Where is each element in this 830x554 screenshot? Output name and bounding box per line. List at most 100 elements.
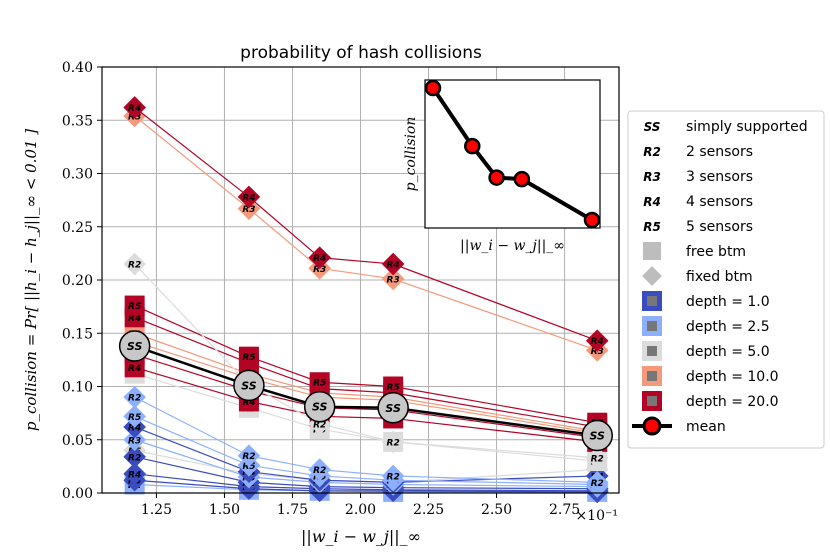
legend-entry-label: mean xyxy=(686,419,726,435)
series-layer: R2R2R2R2R2R3R3R3R3R3R4R4R4R4R4R5R5R5R5R5… xyxy=(118,96,613,504)
y-tick-label: 0.05 xyxy=(62,433,93,449)
y-tick-label: 0.20 xyxy=(62,273,93,289)
legend-depth-inner xyxy=(647,371,657,381)
sensor-label: R2 xyxy=(387,438,400,448)
sensor-label: R4 xyxy=(128,104,141,114)
mean-marker xyxy=(581,419,613,452)
sensor-label: R5 xyxy=(313,379,326,389)
mean-marker xyxy=(118,330,151,362)
sensor-label: R5 xyxy=(128,302,141,312)
sensor-label: R4 xyxy=(313,254,326,264)
sensor-label: R5 xyxy=(128,413,141,423)
x-axis-label: ||w_i − w_j||_∞ xyxy=(301,527,421,546)
inset-y-label: p_collision xyxy=(403,117,419,192)
inset-chart: ||w_i − w_j||_∞ p_collision xyxy=(403,79,601,254)
legend-entry-label: depth = 20.0 xyxy=(686,394,779,410)
free-btm-marker xyxy=(309,372,330,393)
sensor-label: R5 xyxy=(387,383,400,393)
legend-entry-label: 4 sensors xyxy=(686,194,753,210)
y-tick-label: 0.10 xyxy=(62,380,93,396)
inset-marker xyxy=(464,137,481,155)
inset-marker xyxy=(513,170,531,188)
sensor-label: R2 xyxy=(313,466,326,476)
sensor-label: R2 xyxy=(128,453,141,463)
sensor-label: R4 xyxy=(387,261,400,271)
sensor-label: R3 xyxy=(387,275,400,285)
legend-entry-label: 2 sensors xyxy=(686,144,753,160)
legend: SS simply supported R2 2 sensors R3 3 sensors… xyxy=(627,110,825,449)
legend-entry-label: 5 sensors xyxy=(686,219,753,235)
y-tick-label: 0.30 xyxy=(62,167,93,183)
sensor-label: R2 xyxy=(128,394,141,404)
sensor-label: R2 xyxy=(313,420,326,430)
legend-text-marker: R3 xyxy=(643,170,661,184)
x-tick-label: 1.75 xyxy=(277,502,308,518)
sensor-label: R4 xyxy=(128,364,141,374)
series-line xyxy=(134,332,598,432)
legend-entry-label: 3 sensors xyxy=(686,169,753,185)
fixed-btm-marker xyxy=(381,430,405,454)
series-line xyxy=(134,366,598,443)
mean-ss-label: SS xyxy=(312,401,328,414)
inset-frame xyxy=(424,79,601,229)
sensor-label: R3 xyxy=(242,205,255,215)
legend-square-marker xyxy=(643,242,661,260)
legend-entry-label: depth = 10.0 xyxy=(686,369,779,385)
sensor-label: R4 xyxy=(242,193,255,203)
y-axis-label: p_collision = Pr[ ||h_i − h_j||_∞ < 0.01… xyxy=(22,129,40,431)
mean-ss-label: SS xyxy=(241,379,257,392)
y-tick-label: 0.00 xyxy=(62,486,93,502)
mean-marker xyxy=(377,392,409,424)
legend-diamond-marker xyxy=(642,266,662,286)
legend-depth-inner xyxy=(647,346,657,356)
y-tick-label: 0.35 xyxy=(62,113,93,129)
sensor-label: R4 xyxy=(128,423,141,433)
inset-marker xyxy=(488,169,505,186)
fixed-btm-marker xyxy=(381,252,405,276)
legend-entry-label: free btm xyxy=(686,244,746,260)
x-tick-label: 1.25 xyxy=(141,502,172,518)
legend-text-marker: R5 xyxy=(643,220,661,234)
sensor-label: R4 xyxy=(128,470,141,480)
free-btm-marker xyxy=(383,376,404,397)
fixed-btm-marker xyxy=(308,246,331,269)
fixed-btm-marker xyxy=(308,458,331,481)
legend-entry-label: simply supported xyxy=(686,119,808,135)
sensor-label: R3 xyxy=(128,436,141,446)
inset-marker xyxy=(583,211,601,229)
sensor-label: R2 xyxy=(387,472,400,482)
mean-ss-label: SS xyxy=(385,402,401,415)
legend-entry-label: depth = 2.5 xyxy=(686,319,770,335)
chart-title: probability of hash collisions xyxy=(240,43,482,63)
legend-depth-inner xyxy=(647,321,657,331)
mean-ss-label: SS xyxy=(127,340,143,353)
sensor-label: R2 xyxy=(242,452,255,462)
legend-depth-inner xyxy=(647,296,657,306)
fixed-btm-marker xyxy=(123,96,146,119)
legend-mean-marker xyxy=(642,416,662,436)
sensor-label: R2 xyxy=(128,261,141,271)
axis-ticks: 1.25 1.50 1.75 2.00 2.25 2.50 2.75 0.00 0.05 0.10… xyxy=(62,60,580,518)
fixed-btm-marker xyxy=(381,464,405,488)
y-tick-label: 0.15 xyxy=(62,326,93,342)
sensor-label: R3 xyxy=(313,265,326,275)
sensor-label: R2 xyxy=(591,479,604,489)
legend-text-marker: R4 xyxy=(643,195,661,209)
x-tick-label: 2.25 xyxy=(413,502,444,518)
mean-ss-label: SS xyxy=(590,429,606,442)
legend-text-marker: SS xyxy=(644,120,661,134)
legend-entry-label: depth = 1.0 xyxy=(686,294,770,310)
x-tick-label: 2.75 xyxy=(549,502,580,518)
sensor-label: R4 xyxy=(242,398,255,408)
mean-marker xyxy=(233,369,265,402)
legend-entry-label: fixed btm xyxy=(686,269,753,285)
free-btm-marker xyxy=(124,295,145,316)
x-tick-label: 2.00 xyxy=(345,502,376,518)
legend-entry-label: depth = 5.0 xyxy=(686,344,770,360)
sensor-label: R5 xyxy=(242,353,255,363)
legend-text-marker: R2 xyxy=(643,145,661,159)
inset-marker xyxy=(424,79,442,97)
legend-frame xyxy=(627,110,825,449)
y-tick-label: 0.40 xyxy=(62,60,93,76)
